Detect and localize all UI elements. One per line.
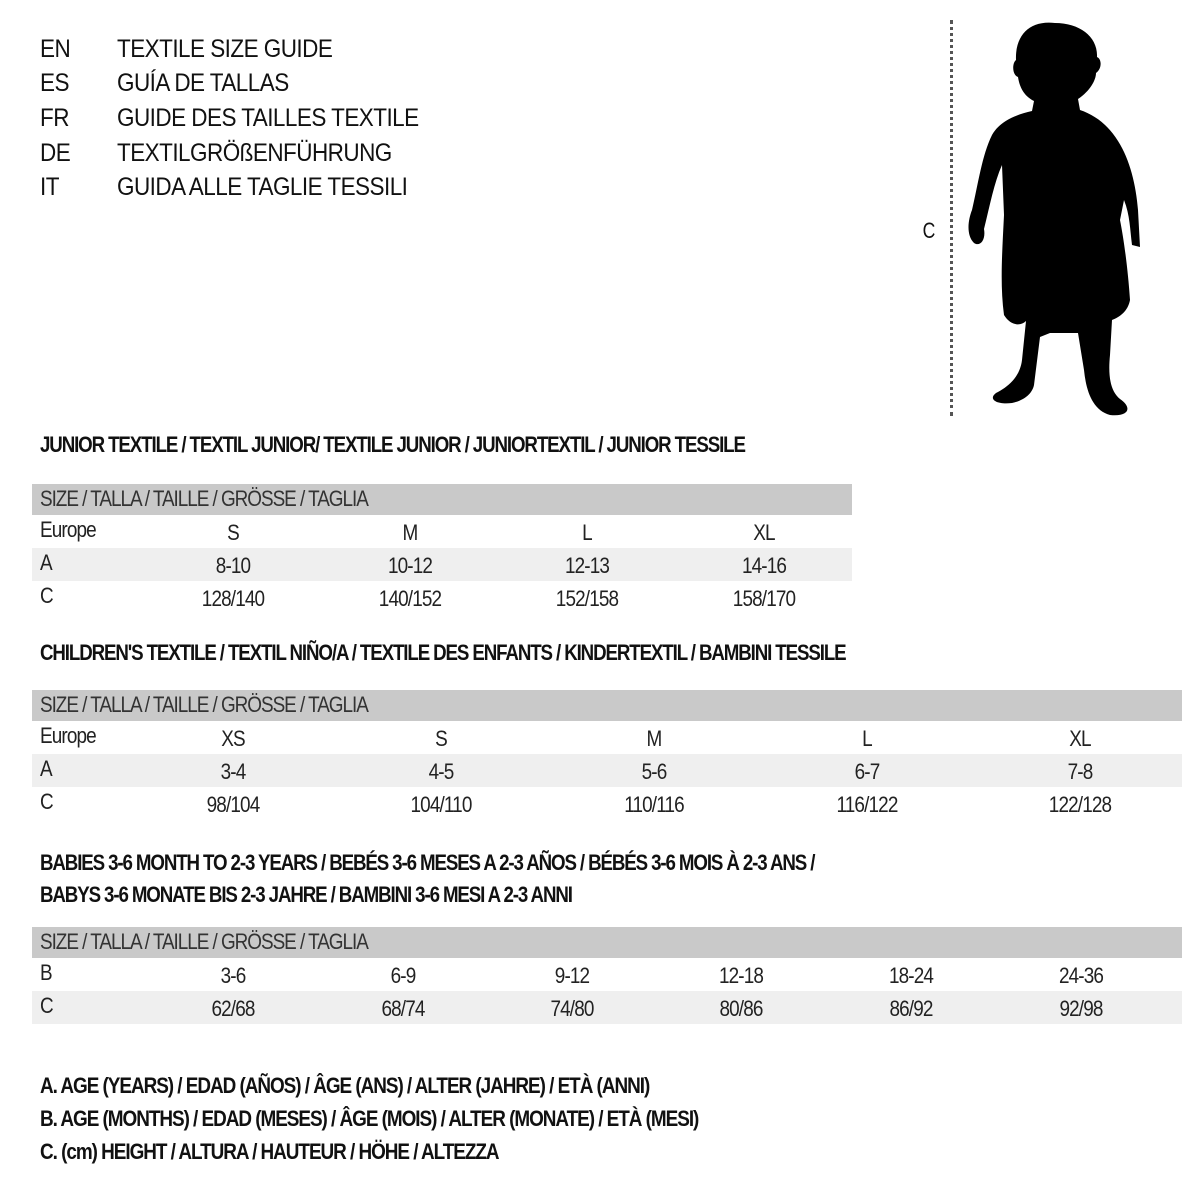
table-cell: 4-5 (428, 759, 455, 784)
height-dotted-line (950, 20, 953, 416)
table-cell: 122/128 (1048, 792, 1112, 817)
table-cell: XL (1069, 726, 1091, 751)
table-header-text: SIZE / TALLA / TAILLE / GRÖSSE / TAGLIA (40, 486, 369, 511)
section-heading-children: CHILDREN'S TEXTILE / TEXTIL NIÑO/A / TEX… (40, 640, 847, 665)
table-cell: 62/68 (211, 996, 255, 1021)
table-cell: S (435, 726, 448, 751)
size-table-junior: SIZE / TALLA / TAILLE / GRÖSSE / TAGLIA … (32, 484, 852, 614)
title-text: TEXTILE SIZE GUIDE (117, 35, 333, 63)
legend-item-b: B. AGE (MONTHS) / EDAD (MESES) / ÂGE (MO… (40, 1106, 699, 1131)
table-cell: XS (221, 726, 245, 751)
title-text: GUIDE DES TAILLES TEXTILE (117, 104, 419, 132)
table-cell: L (862, 726, 873, 751)
lang-code: EN (40, 35, 71, 63)
legend-item-c: C. (cm) HEIGHT / ALTURA / HAUTEUR / HÖHE… (40, 1139, 500, 1164)
legend-item-a: A. AGE (YEARS) / EDAD (AÑOS) / ÂGE (ANS)… (40, 1073, 650, 1098)
table-cell: 24-36 (1058, 963, 1104, 988)
table-cell: 86/92 (889, 996, 933, 1021)
row-label: C (40, 583, 54, 608)
row-label: Europe (40, 723, 97, 748)
table-cell: 68/74 (381, 996, 425, 1021)
table-cell: 6-7 (854, 759, 881, 784)
table-cell: 12-18 (718, 963, 764, 988)
table-row: A 3-4 4-5 5-6 6-7 7-8 (32, 754, 1182, 787)
table-cell: XL (753, 520, 775, 545)
table-cell: 98/104 (206, 792, 261, 817)
table-cell: 7-8 (1067, 759, 1094, 784)
table-row: A 8-10 10-12 12-13 14-16 (32, 548, 852, 581)
table-cell: 3-6 (220, 963, 247, 988)
table-header-text: SIZE / TALLA / TAILLE / GRÖSSE / TAGLIA (40, 692, 369, 717)
size-table-children: SIZE / TALLA / TAILLE / GRÖSSE / TAGLIA … (32, 690, 1182, 820)
row-label: C (40, 789, 54, 814)
table-cell: 140/152 (378, 586, 442, 611)
table-cell: 6-9 (390, 963, 417, 988)
table-cell: 74/80 (550, 996, 594, 1021)
size-table-babies: SIZE / TALLA / TAILLE / GRÖSSE / TAGLIA … (32, 927, 1182, 1024)
table-cell: 5-6 (641, 759, 668, 784)
table-row: C 62/68 68/74 74/80 80/86 86/92 92/98 (32, 991, 1182, 1024)
table-header: SIZE / TALLA / TAILLE / GRÖSSE / TAGLIA (32, 690, 1182, 721)
table-cell: 104/110 (410, 792, 473, 817)
table-row: Europe S M L XL (32, 515, 852, 548)
title-text: TEXTILGRÖßENFÜHRUNG (117, 139, 392, 167)
row-label: C (40, 993, 54, 1018)
row-label: A (40, 756, 53, 781)
table-cell: 10-12 (387, 553, 433, 578)
table-cell: 80/86 (719, 996, 763, 1021)
table-header-text: SIZE / TALLA / TAILLE / GRÖSSE / TAGLIA (40, 929, 369, 954)
table-row: C 128/140 140/152 152/158 158/170 (32, 581, 852, 614)
table-row: B 3-6 6-9 9-12 12-18 18-24 24-36 (32, 958, 1182, 991)
section-heading-babies: BABIES 3-6 MONTH TO 2-3 YEARS / BEBÉS 3-… (40, 850, 815, 875)
lang-code: IT (40, 173, 60, 201)
table-cell: S (227, 520, 240, 545)
table-cell: 12-13 (564, 553, 610, 578)
section-heading-junior: JUNIOR TEXTILE / TEXTIL JUNIOR/ TEXTILE … (40, 432, 746, 457)
table-cell: 128/140 (201, 586, 265, 611)
section-heading-babies-line2: BABYS 3-6 MONATE BIS 2-3 JAHRE / BAMBINI… (40, 882, 573, 907)
row-label: A (40, 550, 53, 575)
table-cell: L (582, 520, 593, 545)
table-cell: 116/122 (836, 792, 899, 817)
row-label: Europe (40, 517, 97, 542)
table-header: SIZE / TALLA / TAILLE / GRÖSSE / TAGLIA (32, 484, 852, 515)
table-header: SIZE / TALLA / TAILLE / GRÖSSE / TAGLIA (32, 927, 1182, 958)
title-text: GUIDA ALLE TAGLIE TESSILI (117, 173, 408, 201)
table-row: C 98/104 104/110 110/116 116/122 122/128 (32, 787, 1182, 820)
lang-code: FR (40, 104, 70, 132)
table-cell: 14-16 (741, 553, 787, 578)
table-cell: 9-12 (554, 963, 590, 988)
lang-code: DE (40, 139, 71, 167)
table-cell: 152/158 (555, 586, 619, 611)
table-cell: 18-24 (888, 963, 934, 988)
lang-code: ES (40, 69, 70, 97)
height-label: C (922, 218, 936, 243)
table-row: Europe XS S M L XL (32, 721, 1182, 754)
title-text: GUÍA DE TALLAS (117, 69, 289, 97)
table-cell: 158/170 (732, 586, 796, 611)
table-cell: 110/116 (624, 792, 684, 817)
table-cell: 8-10 (215, 553, 251, 578)
table-cell: M (646, 726, 663, 751)
row-label: B (40, 960, 53, 985)
table-cell: 3-4 (220, 759, 247, 784)
table-cell: M (402, 520, 419, 545)
table-cell: 92/98 (1059, 996, 1103, 1021)
child-silhouette-icon (968, 22, 1140, 416)
